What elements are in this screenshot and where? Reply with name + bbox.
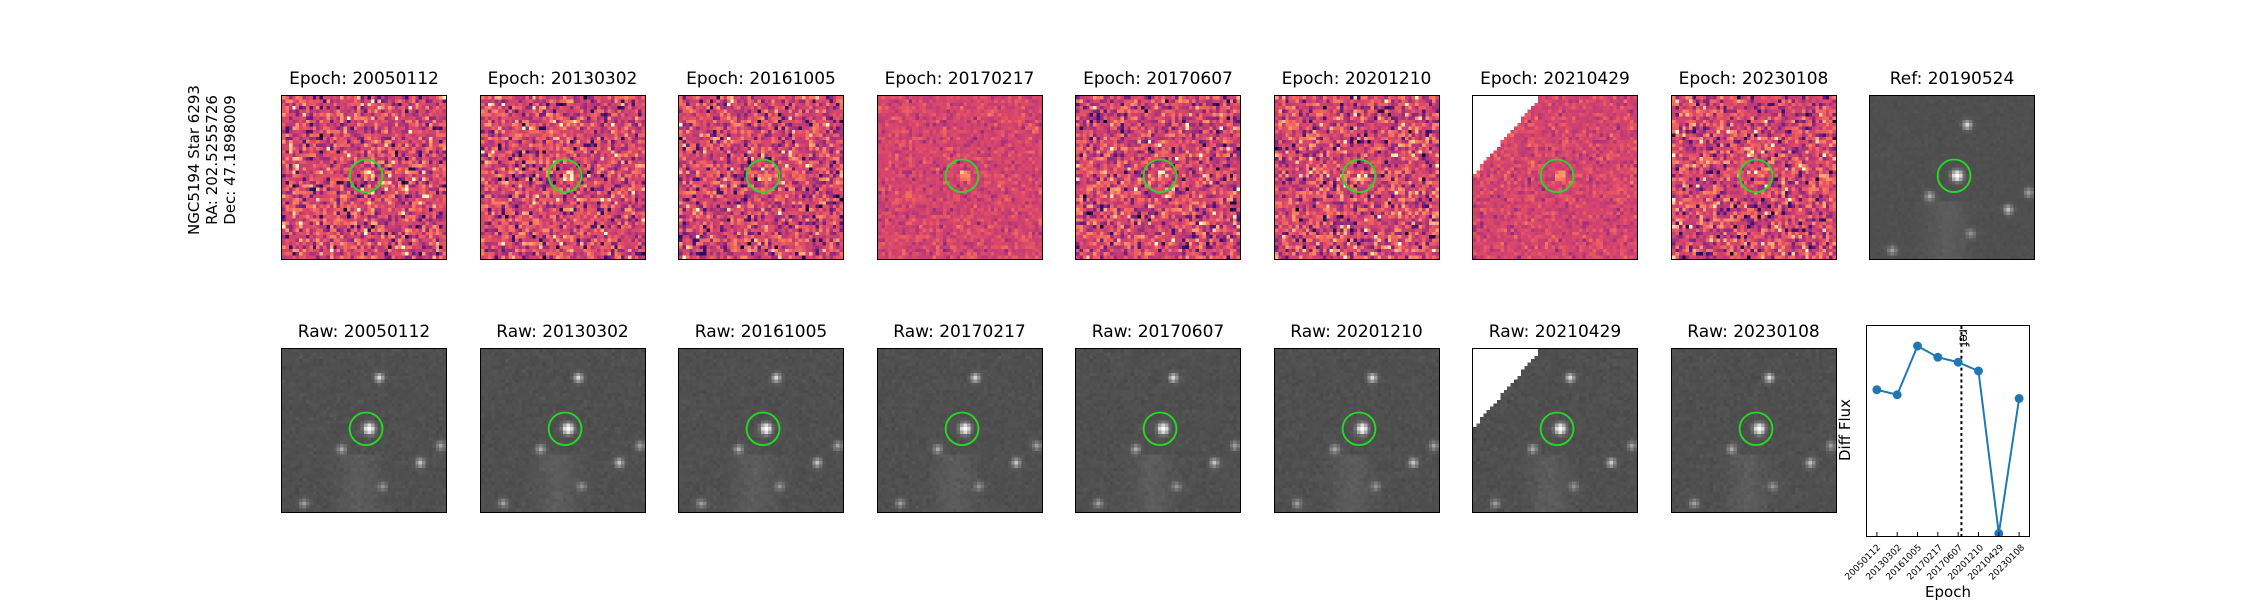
raw-panel-title: Raw: 20170217 xyxy=(893,322,1026,342)
diff-panel-title: Epoch: 20210429 xyxy=(1480,69,1630,89)
data-point xyxy=(1954,358,1963,367)
raw-panel-title: Raw: 20050112 xyxy=(298,322,431,342)
diff-panel-image xyxy=(1869,95,2035,260)
diff-panel-image xyxy=(480,95,646,260)
diff-panel-title: Ref: 20190524 xyxy=(1890,69,2015,89)
raw-panel-image xyxy=(678,348,844,513)
data-point xyxy=(1872,385,1881,394)
y-axis-label: Diff Flux xyxy=(1836,399,1854,461)
raw-panel-image xyxy=(281,348,447,513)
data-point xyxy=(2015,394,2024,403)
data-point xyxy=(1913,342,1922,351)
diff-panel-image xyxy=(281,95,447,260)
raw-panel-title: Raw: 20210429 xyxy=(1489,322,1622,342)
diff-panel-image xyxy=(1472,95,1638,260)
diff-panel-image xyxy=(678,95,844,260)
diff-panel-title: Epoch: 20170607 xyxy=(1083,69,1233,89)
diff-panel-title: Epoch: 20161005 xyxy=(686,69,836,89)
series-line xyxy=(1877,346,2019,534)
raw-panel-image xyxy=(1472,348,1638,513)
raw-panel-title: Raw: 20161005 xyxy=(695,322,828,342)
raw-panel-image xyxy=(877,348,1043,513)
star-name: NGC5194 Star 6293 xyxy=(185,85,203,235)
raw-panel-title: Raw: 20170607 xyxy=(1092,322,1225,342)
diff-panel-title: Epoch: 20170217 xyxy=(885,69,1035,89)
star-info-label: NGC5194 Star 6293 RA: 202.5255726 Dec: 4… xyxy=(185,85,239,235)
light-curve-panel: ref xyxy=(1866,325,2030,537)
diff-panel-title: Epoch: 20230108 xyxy=(1679,69,1829,89)
diff-panel-title: Epoch: 20130302 xyxy=(488,69,638,89)
diff-panel-title: Epoch: 20201210 xyxy=(1282,69,1432,89)
light-curve-svg: ref xyxy=(1867,326,2029,536)
x-axis-label: Epoch xyxy=(1925,583,1971,601)
diff-panel-image xyxy=(1075,95,1241,260)
data-point xyxy=(1893,390,1902,399)
data-point xyxy=(1974,367,1983,376)
raw-panel-title: Raw: 20130302 xyxy=(496,322,629,342)
diff-panel-image xyxy=(877,95,1043,260)
ref-line-label: ref xyxy=(1955,329,1970,347)
raw-panel-image xyxy=(1274,348,1440,513)
diff-panel-image xyxy=(1274,95,1440,260)
raw-panel-title: Raw: 20230108 xyxy=(1687,322,1820,342)
raw-panel-image xyxy=(1075,348,1241,513)
raw-panel-image xyxy=(1671,348,1837,513)
star-dec: Dec: 47.1898009 xyxy=(221,85,239,235)
diff-panel-title: Epoch: 20050112 xyxy=(289,69,439,89)
data-point xyxy=(1933,353,1942,362)
raw-panel-image xyxy=(480,348,646,513)
star-ra: RA: 202.5255726 xyxy=(203,85,221,235)
diff-panel-image xyxy=(1671,95,1837,260)
raw-panel-title: Raw: 20201210 xyxy=(1290,322,1423,342)
